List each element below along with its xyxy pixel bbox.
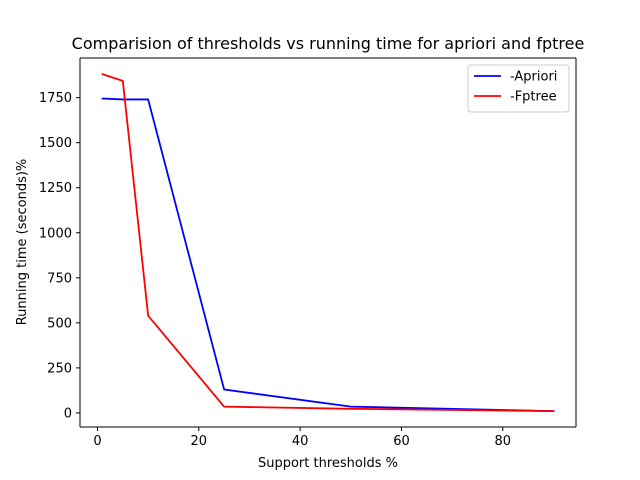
y-tick-label: 1500 — [39, 136, 72, 151]
x-tick-label: 80 — [495, 434, 512, 449]
legend: -Apriori -Fptree — [467, 64, 570, 113]
y-tick-label: 500 — [47, 316, 72, 331]
y-tick-label: 1000 — [39, 226, 72, 241]
y-tick-label: 1250 — [39, 181, 72, 196]
series-line-1 — [101, 97, 555, 413]
y-axis-ticks: 0 250 500 750 1000 1250 1500 1750 — [39, 91, 80, 421]
x-tick-label: 60 — [393, 434, 410, 449]
x-axis-label: Support thresholds % — [258, 456, 398, 471]
chart-title: Comparision of thresholds vs running tim… — [72, 34, 585, 53]
y-tick-label: 1750 — [39, 91, 72, 106]
series-layer — [101, 73, 555, 413]
x-axis-ticks: 0 20 40 60 80 — [93, 427, 511, 449]
legend-label-2: -Fptree — [510, 90, 557, 105]
x-tick-label: 0 — [93, 434, 101, 449]
y-axis-label: Running time (seconds)% — [15, 159, 30, 326]
series-line-2 — [101, 73, 555, 413]
x-tick-label: 40 — [292, 434, 309, 449]
y-tick-label: 0 — [64, 406, 72, 421]
y-tick-label: 750 — [47, 271, 72, 286]
legend-label-1: -Apriori — [510, 70, 557, 85]
x-tick-label: 20 — [191, 434, 208, 449]
y-tick-label: 250 — [47, 361, 72, 376]
axes-frame — [79, 57, 577, 428]
